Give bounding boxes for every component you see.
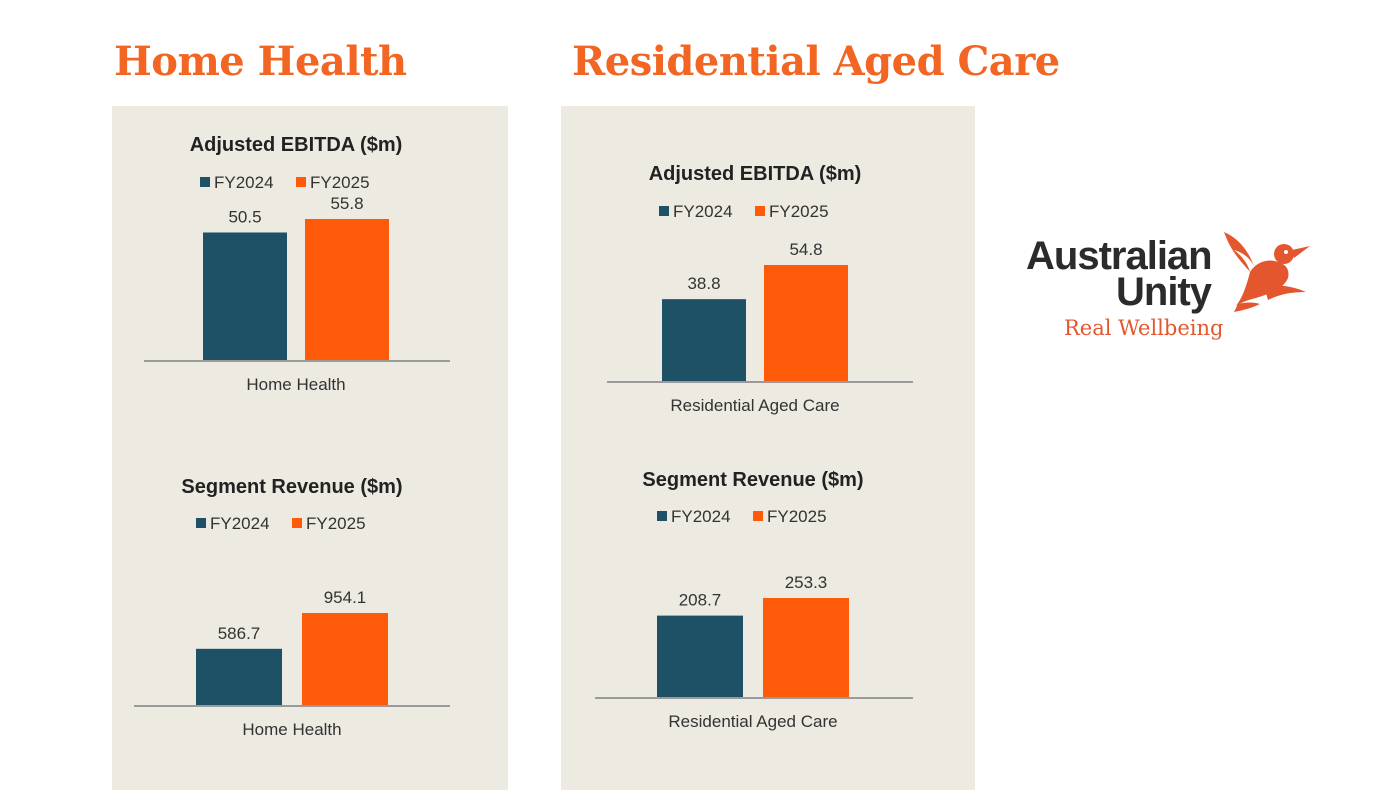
value-label-fy2024: 586.7 — [218, 624, 261, 643]
legend-label-fy2024: FY2024 — [210, 514, 270, 533]
logo-tagline: Real Wellbeing — [1064, 316, 1224, 340]
bar-fy2025 — [764, 265, 848, 382]
legend-label-fy2025: FY2025 — [310, 173, 370, 192]
legend-label-fy2025: FY2025 — [306, 514, 366, 533]
section-title-residential-aged-care: Residential Aged Care — [572, 38, 1060, 85]
home-health-revenue-chart: Segment Revenue ($m) FY2024 FY2025 586.7 954… — [134, 476, 450, 739]
bar-fy2025 — [305, 219, 389, 361]
bar-fy2024 — [657, 615, 743, 698]
value-label-fy2025: 54.8 — [789, 240, 822, 259]
legend-swatch-fy2024 — [657, 511, 667, 521]
category-label: Home Health — [246, 375, 345, 394]
legend-swatch-fy2025 — [296, 177, 306, 187]
legend-swatch-fy2025 — [753, 511, 763, 521]
chart-title: Segment Revenue ($m) — [181, 476, 402, 498]
residential-aged-care-ebitda-chart: Adjusted EBITDA ($m) FY2024 FY2025 38.8 54.8… — [607, 163, 913, 415]
legend-swatch-fy2025 — [292, 518, 302, 528]
logo-wordmark-line2: Unity — [1116, 270, 1212, 314]
legend-label-fy2025: FY2025 — [767, 507, 827, 526]
legend-swatch-fy2025 — [755, 206, 765, 216]
chart-title: Adjusted EBITDA ($m) — [190, 134, 403, 156]
bar-fy2024 — [203, 232, 287, 361]
legend-label-fy2024: FY2024 — [671, 507, 731, 526]
kookaburra-bird-icon — [1224, 232, 1310, 312]
legend-swatch-fy2024 — [196, 518, 206, 528]
legend-swatch-fy2024 — [659, 206, 669, 216]
legend-label-fy2025: FY2025 — [769, 202, 829, 221]
bar-fy2025 — [302, 613, 388, 706]
legend-swatch-fy2024 — [200, 177, 210, 187]
bar-fy2024 — [196, 648, 282, 706]
category-label: Residential Aged Care — [668, 712, 837, 731]
bar-fy2024 — [662, 299, 746, 382]
chart-title: Segment Revenue ($m) — [642, 469, 863, 491]
bar-fy2025 — [763, 598, 849, 698]
home-health-panel: Adjusted EBITDA ($m) FY2024 FY2025 50.5 55.8… — [112, 106, 508, 790]
value-label-fy2024: 50.5 — [228, 207, 261, 226]
value-label-fy2025: 55.8 — [330, 194, 363, 213]
section-title-home-health: Home Health — [114, 38, 407, 85]
legend-label-fy2024: FY2024 — [214, 173, 274, 192]
value-label-fy2024: 208.7 — [679, 591, 722, 610]
residential-aged-care-revenue-chart: Segment Revenue ($m) FY2024 FY2025 208.7 253… — [595, 469, 913, 731]
category-label: Home Health — [242, 720, 341, 739]
value-label-fy2025: 253.3 — [785, 573, 828, 592]
value-label-fy2024: 38.8 — [687, 274, 720, 293]
value-label-fy2025: 954.1 — [324, 588, 367, 607]
residential-aged-care-panel: Adjusted EBITDA ($m) FY2024 FY2025 38.8 54.8… — [561, 106, 975, 790]
logo-wordmark-line1: Australian — [1026, 234, 1213, 278]
category-label: Residential Aged Care — [670, 396, 839, 415]
australian-unity-logo: Australian Unity Real Wellbeing — [1024, 226, 1314, 352]
chart-title: Adjusted EBITDA ($m) — [649, 163, 862, 185]
legend-label-fy2024: FY2024 — [673, 202, 733, 221]
home-health-ebitda-chart: Adjusted EBITDA ($m) FY2024 FY2025 50.5 55.8… — [144, 134, 450, 394]
